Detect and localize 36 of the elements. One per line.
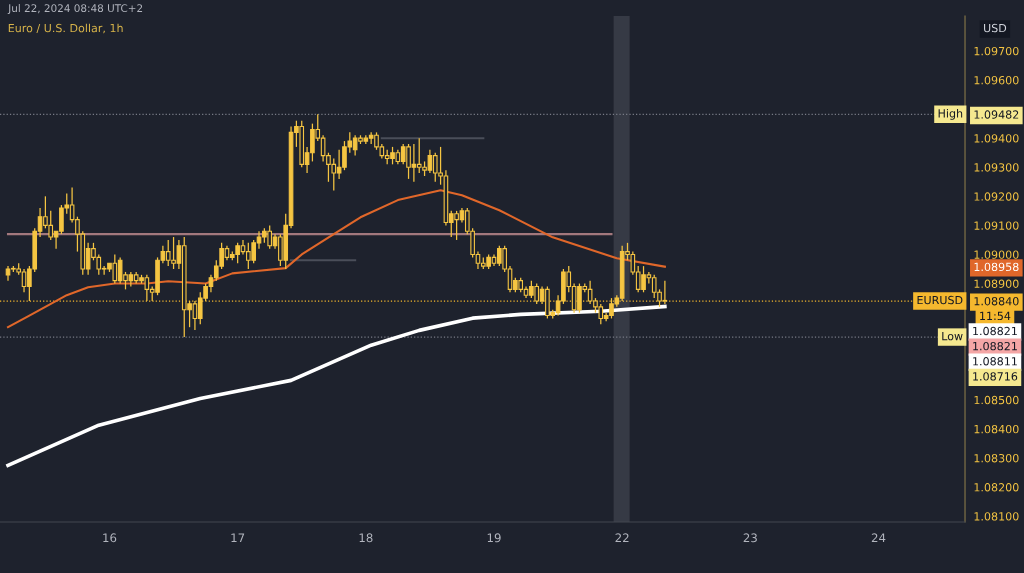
x-tick-label: 22 [615, 533, 629, 543]
y-tick-label: 1.09400 [974, 134, 1019, 143]
text: 1.08811 [973, 357, 1017, 366]
y-tick-label: 1.08500 [974, 395, 1019, 405]
chart-subtitle: Jul 22, 2024 08:48 UTC+2 [7, 4, 143, 15]
y-tick-label: 1.09700 [974, 46, 1019, 56]
ref-line-label: Low [942, 332, 963, 341]
y-tick-label: 1.08900 [974, 279, 1019, 288]
text: 1.08821 [973, 326, 1017, 336]
text: 1.08821 [973, 341, 1017, 351]
ref-line-label: High [938, 108, 963, 120]
x-tick-label: 16 [103, 533, 117, 543]
y-tick-label: 1.09200 [974, 192, 1019, 201]
x-tick-label: 18 [359, 533, 373, 543]
y-tick-label: 1.08200 [974, 483, 1019, 492]
x-tick-label: 17 [231, 533, 245, 543]
text: Euro / U.S. Dollar, 1h [8, 23, 123, 34]
y-tick-label: 1.09100 [974, 221, 1019, 230]
y-tick-label: 1.09000 [974, 250, 1019, 259]
text: 1.08716 [973, 372, 1018, 381]
y-tick-label: 1.08958 [974, 262, 1019, 272]
y-tick-label: 1.08400 [974, 424, 1019, 434]
line-series [6, 304, 667, 468]
y-tick-label: 1.08100 [974, 512, 1019, 521]
x-tick-label: 24 [871, 533, 886, 543]
y-axis-title: USD [984, 23, 1007, 33]
y-tick-label: 1.08840 [974, 296, 1019, 306]
y-tick-label: 1.09482 [974, 110, 1019, 119]
y-tick-label: 1.09600 [974, 75, 1019, 85]
x-tick-label: 23 [743, 533, 757, 543]
y-tick-label: 1.08300 [974, 454, 1019, 463]
x-tick-label: 19 [487, 533, 501, 543]
ref-line-label: EURUSD [917, 295, 963, 305]
y-tick-label: 1.09300 [974, 163, 1019, 172]
line-series [6, 189, 666, 329]
text: 11:54 [980, 311, 1011, 321]
